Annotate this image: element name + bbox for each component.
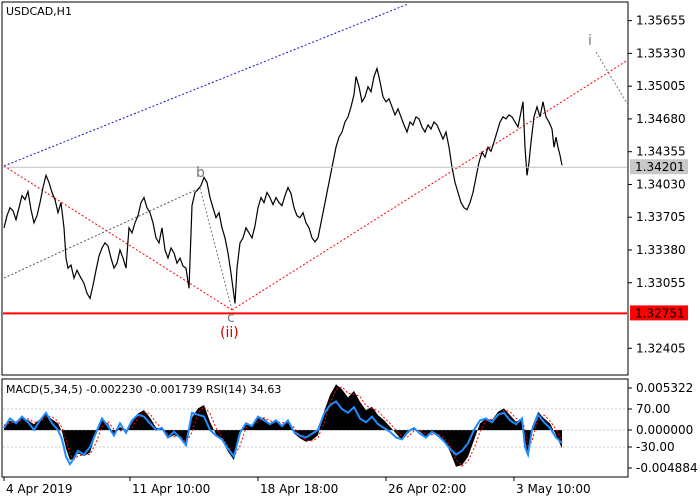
wave-label: b [196,165,205,181]
price-line [3,66,563,304]
price-tick-label: 1.33380 [636,243,686,257]
main-panel-frame [1,1,629,376]
current-price-label: 1.34201 [635,160,685,174]
price-tick-label: 1.35330 [636,46,686,60]
indicator-tick-label: 0.005322 [636,381,693,395]
price-tick-label: 1.33705 [636,210,686,224]
price-series [3,66,563,304]
time-tick-label: 26 Apr 02:00 [388,482,466,496]
current-price-box [630,159,688,175]
indicator-tick-label: -30.00 [636,440,675,454]
wave-label: i [588,33,592,49]
wave-label: (ii) [220,325,239,341]
time-tick-label: 18 Apr 18:00 [260,482,338,496]
price-tick-label: 1.34355 [636,145,686,159]
price-levels: 1.34201 1.32751 [3,159,688,321]
main-chart-title: USDCAD,H1 [6,5,72,18]
rsi-line [3,400,563,467]
blue-channel-line [3,3,409,167]
price-tick-label: 1.32405 [636,341,686,355]
price-tick-label: 1.35005 [636,79,686,93]
gray-wave-bc [199,187,233,311]
wave-labels: b c(ii) i [196,33,592,341]
price-tick-label: 1.34680 [636,112,686,126]
price-tick-label: 1.35655 [636,14,686,28]
rsi-series [3,400,563,467]
price-tick-label: 1.33055 [636,276,686,290]
indicator-tick-label: 0.000000 [636,423,693,437]
indicator-tick-label: -0.004884 [636,461,698,475]
time-tick-label: 3 May 10:00 [516,482,591,496]
price-tick-label: 1.34030 [636,177,686,191]
time-tick-label: 11 Apr 10:00 [132,482,210,496]
time-axis-ticks: 4 Apr 2019 11 Apr 10:00 18 Apr 18:00 26 Apr… [3,477,591,496]
support-price-box [630,305,688,321]
indicator-axis-ticks: 0.005322 70.00 0.000000 -30.00 -0.004884 [628,381,698,475]
wave-label: c [227,310,235,326]
time-tick-label: 4 Apr 2019 [6,482,73,496]
macd-signal-line [3,386,563,467]
indicator-title: MACD(5,34,5) -0.002230 -0.001739 RSI(14)… [6,383,281,396]
support-price-label: 1.32751 [635,306,685,320]
indicator-tick-label: 70.00 [636,402,670,416]
price-axis-ticks: 1.35655 1.35330 1.35005 1.34680 1.34355 1.340… [628,14,686,355]
